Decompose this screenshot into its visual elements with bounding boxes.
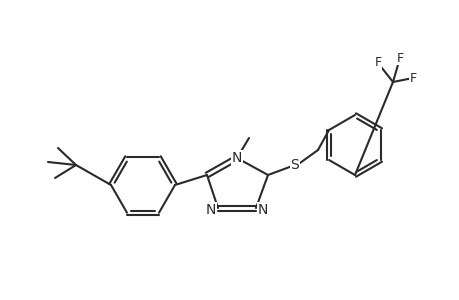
Text: N: N: [205, 203, 216, 217]
Text: F: F: [409, 71, 416, 85]
Text: F: F: [396, 52, 403, 64]
Text: N: N: [231, 151, 241, 165]
Text: N: N: [257, 203, 268, 217]
Text: S: S: [290, 158, 299, 172]
Text: F: F: [374, 56, 381, 70]
